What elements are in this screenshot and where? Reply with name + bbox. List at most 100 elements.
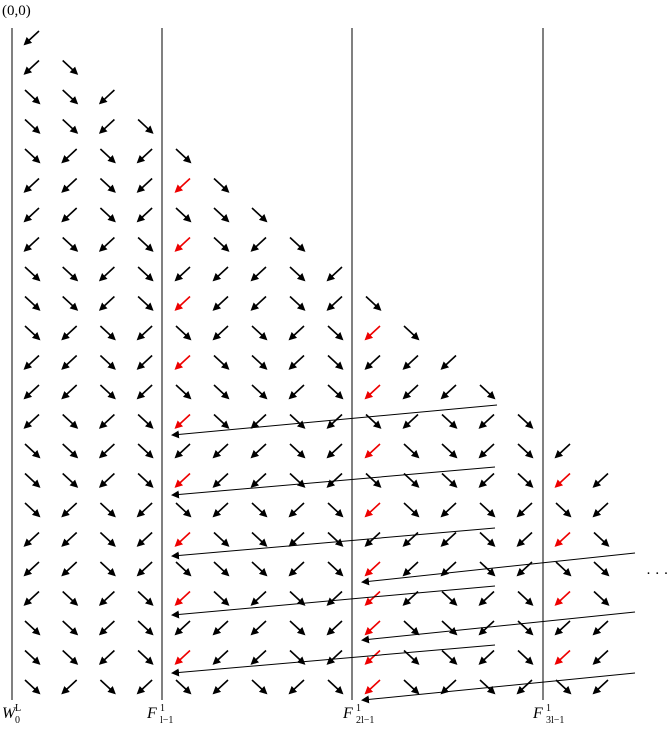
arrow (326, 413, 343, 429)
arrow (99, 207, 116, 223)
arrow (137, 649, 154, 665)
arrow (327, 531, 344, 547)
arrow (593, 531, 610, 547)
label-main: F (146, 705, 157, 722)
arrow (175, 325, 192, 341)
arrow (23, 531, 40, 547)
arrow (99, 384, 116, 400)
arrow (251, 354, 268, 370)
label-sub: l−1 (160, 715, 173, 726)
arrow (136, 354, 153, 370)
arrow (136, 679, 153, 695)
arrow (365, 472, 382, 488)
red-arrow (364, 443, 381, 459)
red-arrow (174, 177, 191, 193)
arrow (555, 561, 572, 577)
long-arrow (361, 552, 636, 586)
arrow (212, 620, 229, 636)
arrow (175, 207, 192, 223)
arrow (441, 472, 458, 488)
arrow (478, 649, 495, 665)
red-arrow (554, 649, 571, 665)
arrow (213, 384, 230, 400)
arrow (98, 472, 115, 488)
arrow (62, 413, 79, 429)
arrow (137, 590, 154, 606)
arrow (24, 649, 41, 665)
arrow (251, 679, 268, 695)
arrow (98, 620, 115, 636)
arrow (403, 325, 420, 341)
arrow (250, 413, 267, 429)
label-sup: 1 (160, 703, 165, 714)
arrow (23, 590, 40, 606)
arrow (441, 443, 458, 459)
arrow (137, 236, 154, 252)
arrow (592, 472, 609, 488)
arrow (289, 413, 306, 429)
arrow (61, 177, 78, 193)
arrow (136, 531, 153, 547)
arrow (24, 118, 41, 134)
red-arrow (174, 295, 191, 311)
arrow (213, 354, 230, 370)
arrow (24, 325, 41, 341)
red-arrow (174, 590, 191, 606)
arrow (98, 590, 115, 606)
arrow (441, 649, 458, 665)
label-sub: 2l−1 (356, 715, 374, 726)
arrow (62, 649, 79, 665)
arrow (517, 443, 534, 459)
arrow (326, 266, 343, 282)
arrow-grid (23, 30, 610, 695)
long-arrow (361, 672, 636, 704)
arrow (136, 561, 153, 577)
arrow (212, 472, 229, 488)
arrow (24, 295, 41, 311)
long-arrow (171, 644, 496, 677)
arrow (441, 620, 458, 636)
arrow (24, 472, 41, 488)
arrow (327, 679, 344, 695)
arrow (440, 679, 457, 695)
arrow (517, 620, 534, 636)
arrow (592, 649, 609, 665)
arrow (137, 266, 154, 282)
arrow (327, 502, 344, 518)
red-arrow (554, 590, 571, 606)
arrow (23, 207, 40, 223)
arrow (174, 620, 191, 636)
arrow (175, 502, 192, 518)
arrow (23, 561, 40, 577)
label-main: W (2, 705, 17, 722)
arrow (327, 354, 344, 370)
arrow (288, 561, 305, 577)
arrow (24, 679, 41, 695)
arrow (479, 531, 496, 547)
arrow (99, 354, 116, 370)
arrow (62, 118, 79, 134)
arrow (555, 679, 572, 695)
arrow (23, 30, 40, 46)
arrow (62, 266, 79, 282)
arrow (98, 295, 115, 311)
arrow (98, 236, 115, 252)
arrow (593, 561, 610, 577)
axis-labels: W L0 F 1l−1 F 12l−1 F 13l−1 (2, 703, 564, 726)
arrow (213, 236, 230, 252)
arrow (251, 502, 268, 518)
red-arrow (364, 649, 381, 665)
red-arrow (174, 649, 191, 665)
arrow (98, 266, 115, 282)
label-sub: 0 (15, 715, 20, 726)
arrow (288, 325, 305, 341)
arrow (62, 443, 79, 459)
arrow (137, 118, 154, 134)
arrow (23, 59, 40, 75)
arrow (592, 620, 609, 636)
arrow (289, 295, 306, 311)
arrow (62, 472, 79, 488)
arrow (175, 679, 192, 695)
arrow (61, 325, 78, 341)
